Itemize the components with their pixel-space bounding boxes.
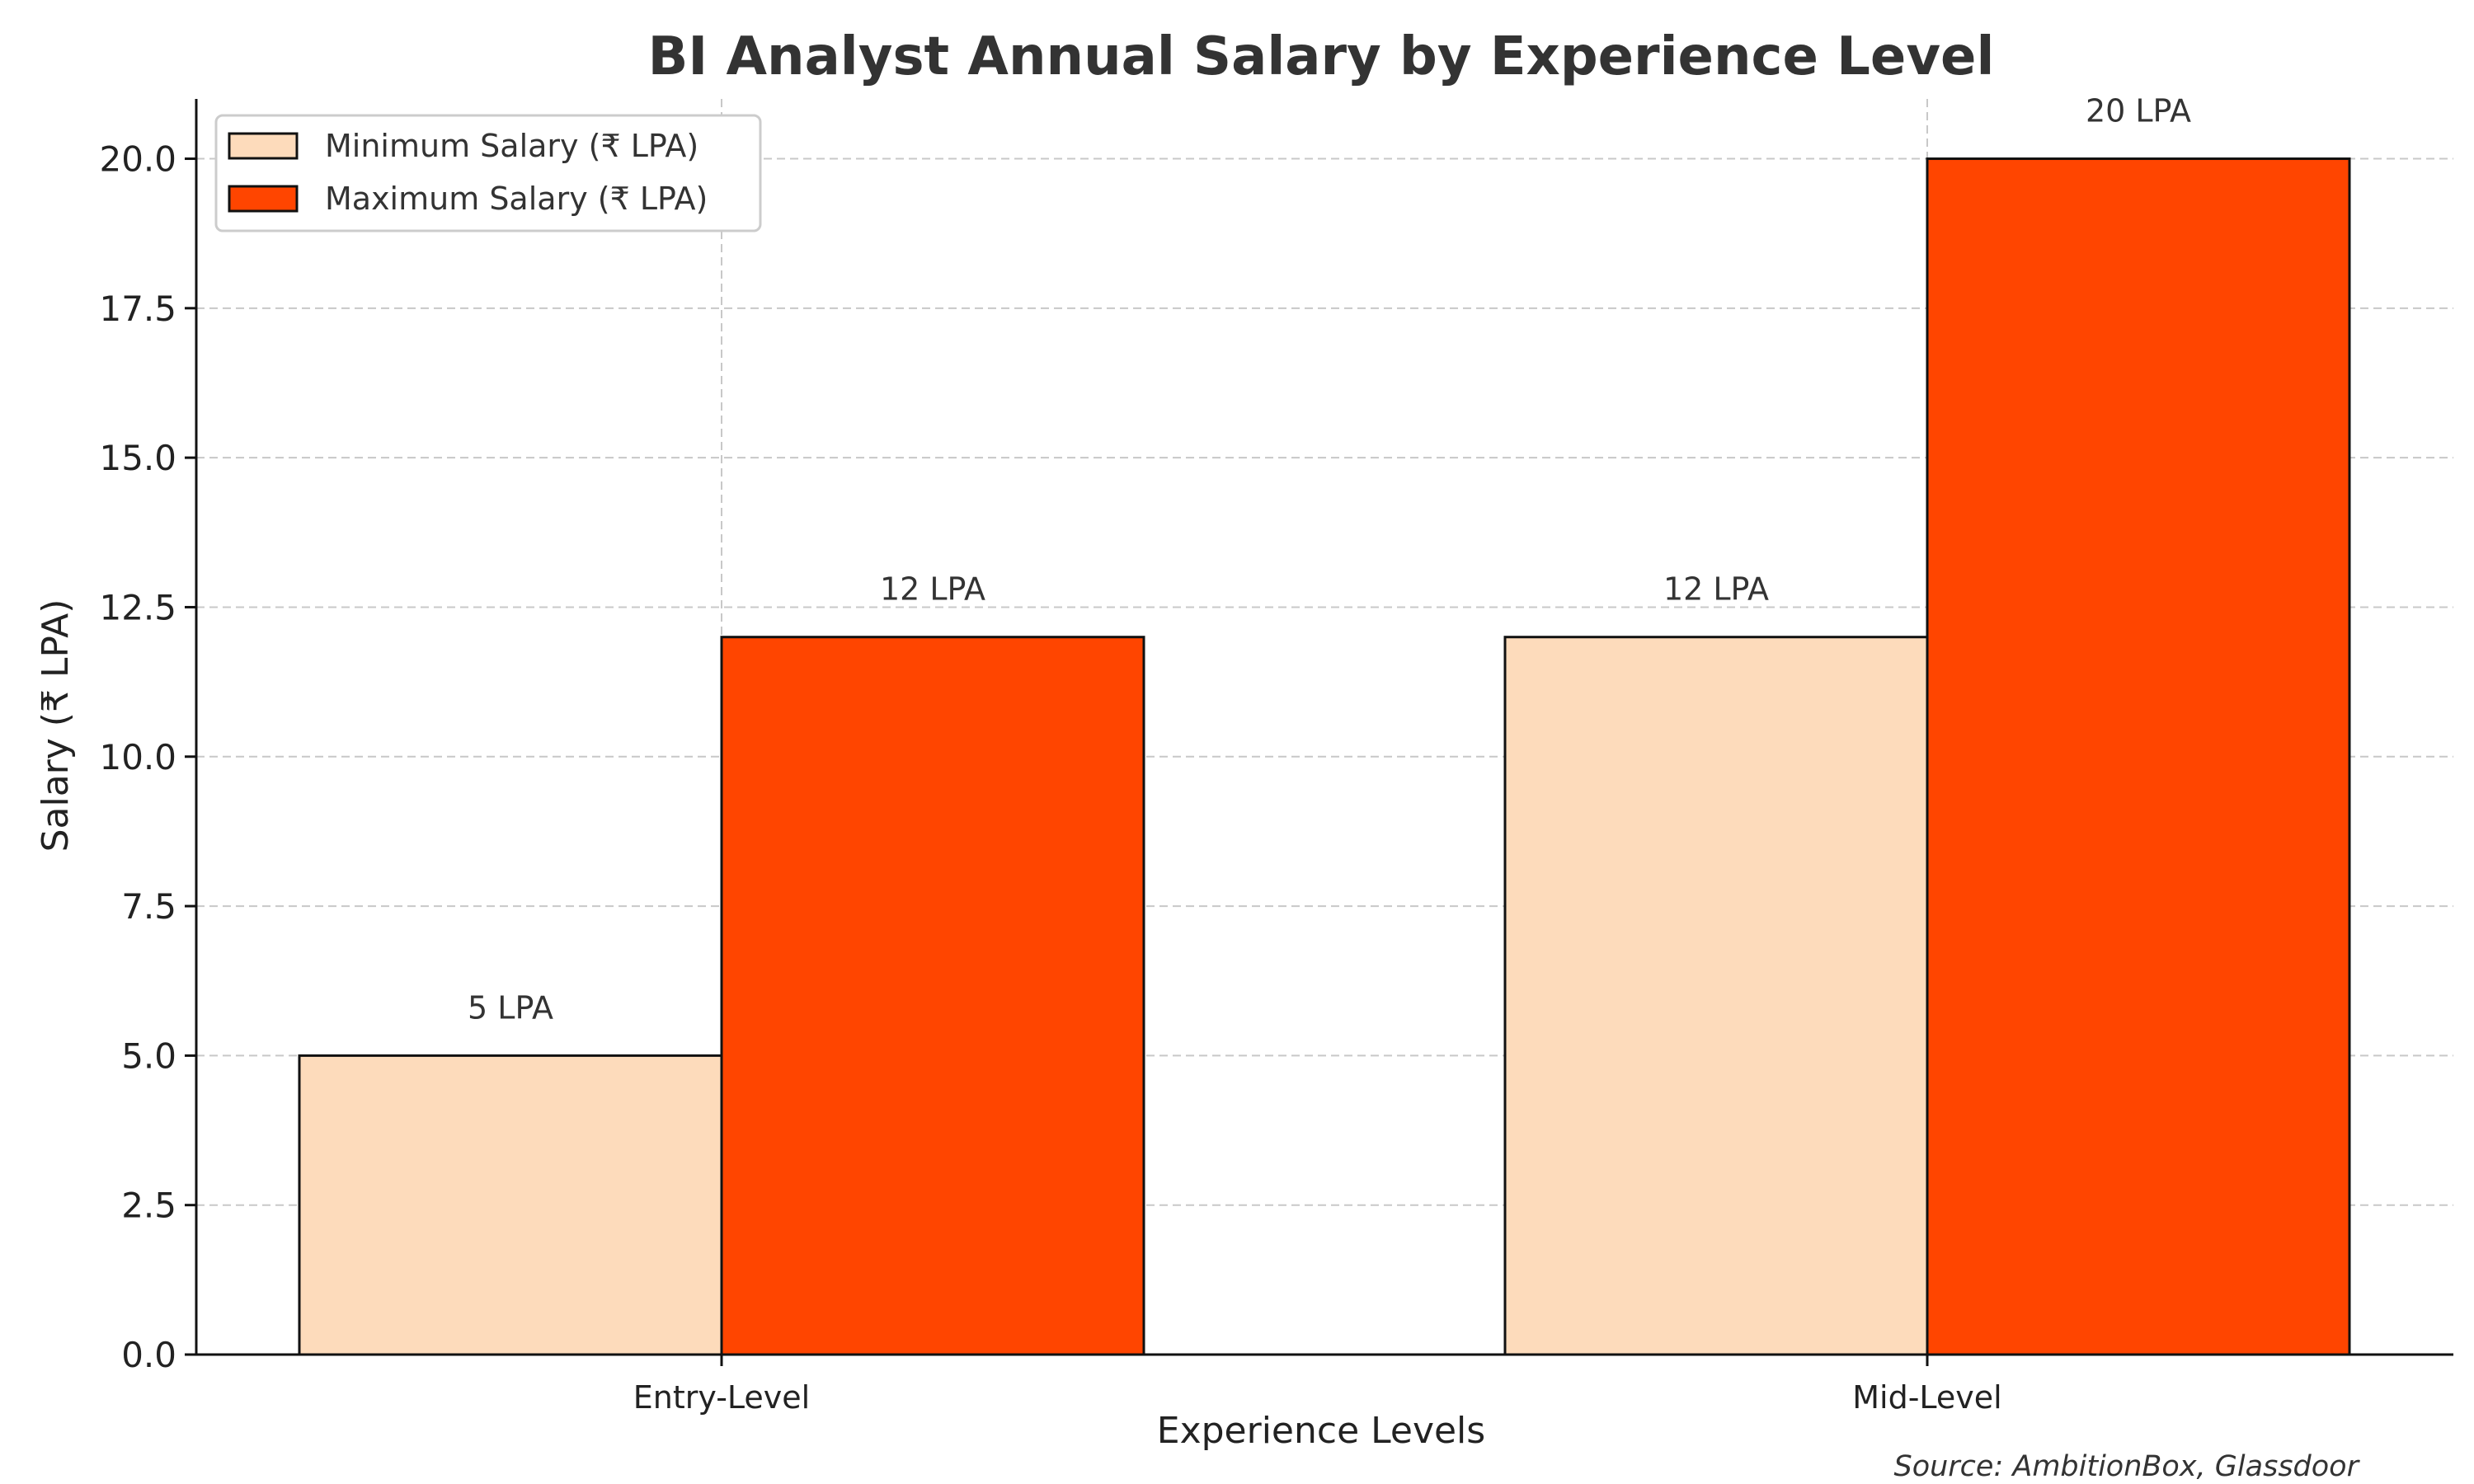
- bar-minimum-salary: [1503, 636, 1929, 1356]
- bar-value-label: 12 LPA: [880, 571, 985, 608]
- y-tick-label: 10.0: [99, 737, 176, 777]
- bar-maximum-salary: [720, 636, 1145, 1356]
- y-axis-label: Salary (₹ LPA): [35, 599, 77, 852]
- legend-swatch-minimum: [228, 132, 299, 160]
- bar-minimum-salary: [298, 1054, 723, 1356]
- labels-layer: 0.0 2.5 5.0 7.5 10.0 12.5 15.0 17.5 20.0 Entry-Le…: [99, 93, 2191, 1416]
- legend: Minimum Salary (₹ LPA) Maximum Salary (₹…: [214, 114, 762, 232]
- bars-layer: [298, 157, 2351, 1356]
- y-tick-label: 15.0: [99, 438, 176, 478]
- x-tick-label: Entry-Level: [633, 1379, 810, 1416]
- bar-value-label: 20 LPA: [2086, 93, 2191, 129]
- y-tick-label: 0.0: [121, 1335, 176, 1375]
- y-tick-label: 5.0: [121, 1036, 176, 1076]
- legend-swatch-maximum: [228, 185, 299, 213]
- legend-box: [214, 114, 762, 232]
- y-tick-label: 20.0: [99, 139, 176, 180]
- legend-label-maximum: Maximum Salary (₹ LPA): [325, 181, 708, 217]
- y-tick-label: 2.5: [121, 1186, 176, 1226]
- bar-maximum-salary: [1926, 157, 2351, 1356]
- y-tick-label: 7.5: [121, 886, 176, 927]
- y-tick-label: 17.5: [99, 289, 176, 329]
- bar-value-label: 12 LPA: [1663, 571, 1769, 608]
- y-tick-label: 12.5: [99, 587, 176, 627]
- x-tick-label: Mid-Level: [1852, 1379, 2001, 1416]
- legend-label-minimum: Minimum Salary (₹ LPA): [325, 128, 698, 164]
- x-axis-label: Experience Levels: [1157, 1410, 1485, 1452]
- chart-title: BI Analyst Annual Salary by Experience L…: [648, 26, 1995, 87]
- bar-value-label: 5 LPA: [468, 989, 553, 1026]
- axes-layer: [185, 99, 2453, 1366]
- source-note: Source: AmbitionBox, Glassdoor: [1893, 1450, 2360, 1483]
